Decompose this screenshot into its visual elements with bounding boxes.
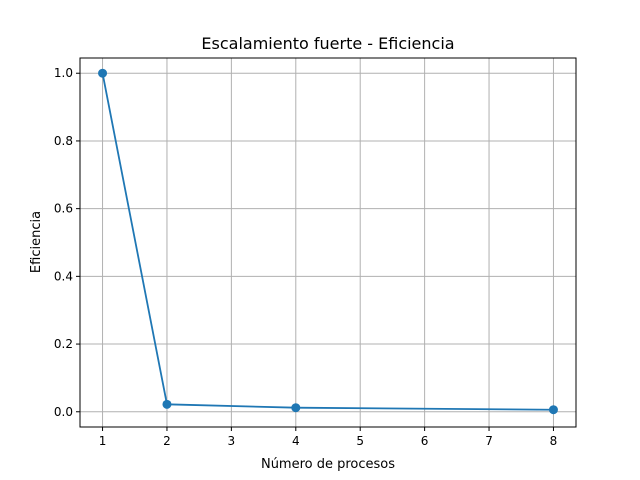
y-axis-label: Eficiencia <box>29 211 44 273</box>
x-tick-label: 2 <box>163 434 171 448</box>
grid <box>80 58 576 427</box>
plot-frame <box>79 57 577 428</box>
x-tick-label: 7 <box>485 434 493 448</box>
data-point <box>291 403 301 413</box>
y-tick-label: 0.4 <box>54 269 73 283</box>
x-tick-label: 4 <box>292 434 300 448</box>
y-tick-label: 1.0 <box>54 66 73 80</box>
x-tick-label: 1 <box>99 434 107 448</box>
series-layer <box>98 68 558 415</box>
data-point <box>98 68 108 78</box>
y-tick-label: 0.2 <box>54 337 73 351</box>
y-tick-label: 0.6 <box>54 202 73 216</box>
chart-title: Escalamiento fuerte - Eficiencia <box>201 34 454 53</box>
axis-ticks: 1 2 3 4 5 6 7 8 0.0 0.2 0.4 0.6 0.8 1.0 <box>54 66 557 448</box>
x-tick-label: 5 <box>356 434 364 448</box>
y-tick-label: 0.0 <box>54 405 73 419</box>
series-line <box>101 73 554 411</box>
x-tick-label: 3 <box>228 434 236 448</box>
x-tick-label: 8 <box>550 434 558 448</box>
data-point <box>162 399 172 409</box>
x-tick-label: 6 <box>421 434 429 448</box>
y-tick-label: 0.8 <box>54 134 73 148</box>
x-axis-label: Número de procesos <box>261 457 395 472</box>
data-point <box>548 405 558 415</box>
